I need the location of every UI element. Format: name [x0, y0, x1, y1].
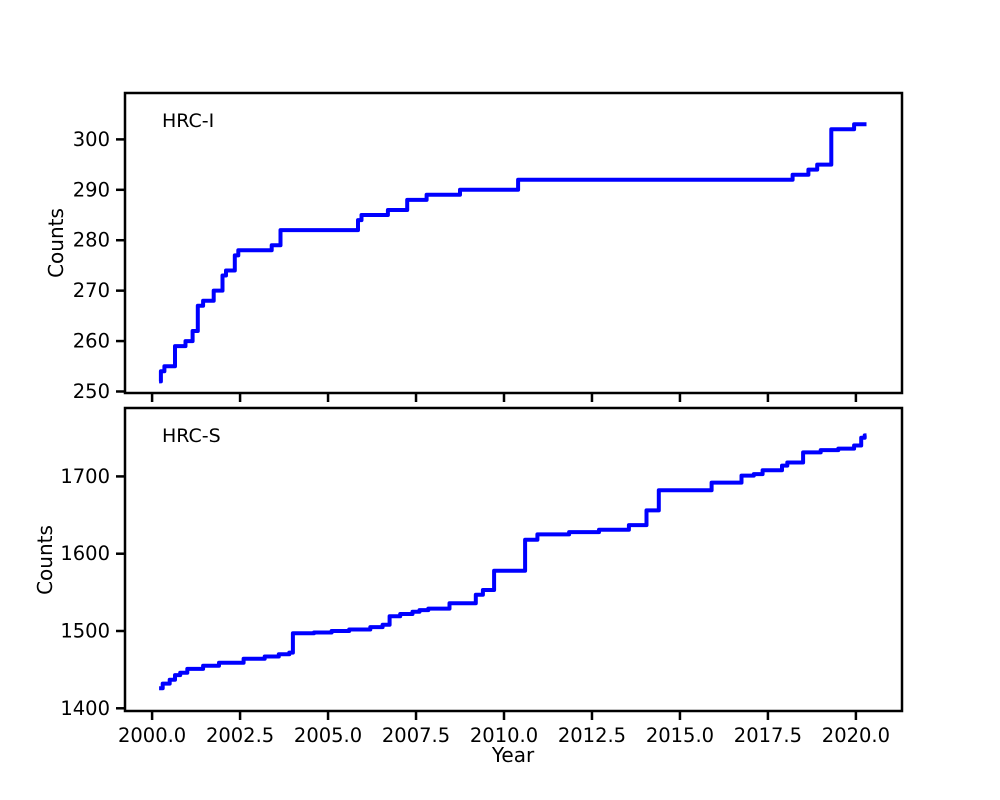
axes-box: [123, 406, 904, 713]
counts-axis-label-bottom: Counts: [33, 525, 57, 595]
hrc-i-panel: 250 260 270 280 290 300: [73, 91, 904, 403]
hrc-s-panel: 2000.0 2002.5 2005.0 2007.5 2010.0 2012.5 2015…: [60, 406, 904, 747]
axes-box: [123, 91, 904, 395]
y-tick-label: 300: [73, 128, 110, 151]
y-tick-label: 270: [73, 279, 110, 302]
hrc-s-panel-step-line: [159, 433, 867, 691]
hrc-s-label: HRC-S: [162, 425, 221, 447]
x-tick-label: 2010.0: [470, 724, 538, 747]
y-tick-label: 250: [73, 380, 110, 403]
y-tick-label: 1700: [60, 465, 110, 488]
x-tick-label: 2012.5: [558, 724, 626, 747]
x-tick-label: 2002.5: [206, 724, 274, 747]
y-tick-label: 1400: [60, 697, 110, 720]
counts-axis-label-top: Counts: [44, 208, 68, 278]
y-tick-label: 260: [73, 330, 110, 353]
x-tick-label: 2005.0: [294, 724, 362, 747]
x-tick-label: 2020.0: [822, 724, 890, 747]
y-tick-label: 290: [73, 178, 110, 201]
year-axis-label: Year: [491, 743, 535, 767]
x-tick-label: 2015.0: [646, 724, 714, 747]
y-tick-label: 280: [73, 229, 110, 252]
y-tick-label: 1500: [60, 619, 110, 642]
x-tick-label: 2000.0: [118, 724, 186, 747]
y-tick-label: 1600: [60, 542, 110, 565]
x-tick-label: 2007.5: [382, 724, 450, 747]
hrc-i-label: HRC-I: [162, 110, 215, 132]
x-tick-label: 2017.5: [734, 724, 802, 747]
hrc-i-panel-step-line: [158, 122, 867, 384]
